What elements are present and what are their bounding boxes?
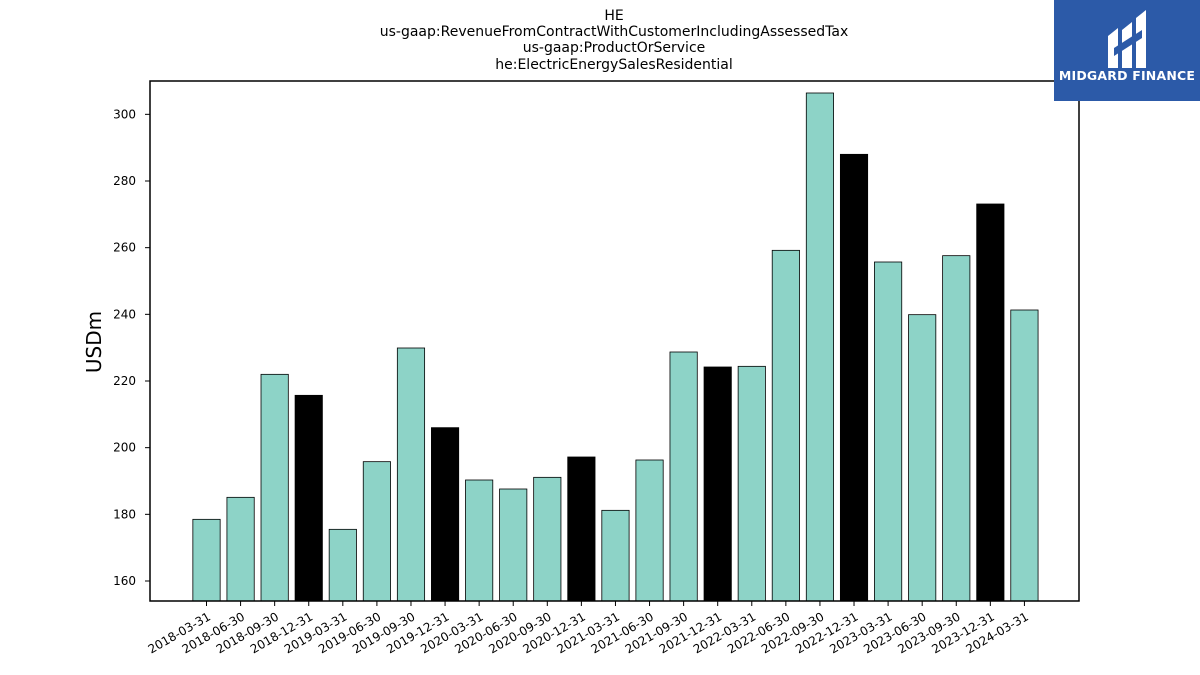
- bar-2020-03-31: [465, 479, 494, 602]
- y-tick-label: 300: [113, 107, 136, 121]
- y-tick-label: 180: [113, 507, 136, 521]
- bar-2018-03-31: [192, 518, 221, 602]
- bar-2023-12-31: [976, 203, 1005, 602]
- chart-title: HE us-gaap:RevenueFromContractWithCustom…: [380, 8, 849, 73]
- y-tick-label: 200: [113, 441, 136, 455]
- y-tick-label: 220: [113, 374, 136, 388]
- y-tick-label: 160: [113, 574, 136, 588]
- bar-2019-12-31: [431, 427, 460, 602]
- title-line-2: us-gaap:RevenueFromContractWithCustomerI…: [380, 24, 849, 40]
- bar-2024-03-31: [1010, 309, 1039, 602]
- x-axis-ticks: 2018-03-312018-06-302018-09-302018-12-31…: [146, 601, 1031, 656]
- title-line-3: us-gaap:ProductOrService: [523, 40, 706, 56]
- bar-2020-06-30: [499, 488, 528, 602]
- bars-group: [192, 92, 1039, 602]
- y-axis-ticks: 160 180 200 220 240 260 280 300: [113, 107, 150, 588]
- bar-2021-09-30: [669, 351, 698, 602]
- bar-2019-09-30: [396, 347, 426, 602]
- plot-frame: [149, 80, 1080, 602]
- bar-2022-06-30: [771, 249, 800, 602]
- bar-2020-12-31: [567, 456, 596, 602]
- bar-2020-09-30: [533, 476, 562, 602]
- logo-mark-icon: [1108, 10, 1146, 68]
- bar-2018-12-31: [294, 394, 323, 602]
- bar-2022-12-31: [839, 153, 869, 602]
- bar-2023-03-31: [874, 261, 903, 602]
- y-tick-label: 280: [113, 174, 136, 188]
- bar-2021-06-30: [635, 459, 664, 602]
- bar-2018-06-30: [226, 496, 255, 602]
- bar-2023-06-30: [908, 314, 937, 602]
- bar-2022-03-31: [737, 365, 766, 602]
- logo-text: MIDGARD FINANCE: [1058, 68, 1196, 83]
- title-line-4: he:ElectricEnergySalesResidential: [495, 57, 732, 73]
- bar-2022-09-30: [805, 92, 834, 602]
- midgard-finance-logo: MIDGARD FINANCE: [1054, 0, 1200, 101]
- title-line-1: HE: [604, 8, 623, 24]
- y-tick-label: 260: [113, 241, 136, 255]
- y-tick-label: 240: [113, 307, 136, 321]
- bar-2018-09-30: [260, 373, 289, 602]
- bar-2019-03-31: [328, 528, 357, 602]
- y-axis-label: USDm: [82, 311, 106, 373]
- bar-2021-03-31: [601, 509, 630, 602]
- bar-2021-12-31: [703, 366, 732, 602]
- bar-2019-06-30: [362, 461, 391, 602]
- bar-2023-09-30: [942, 255, 971, 602]
